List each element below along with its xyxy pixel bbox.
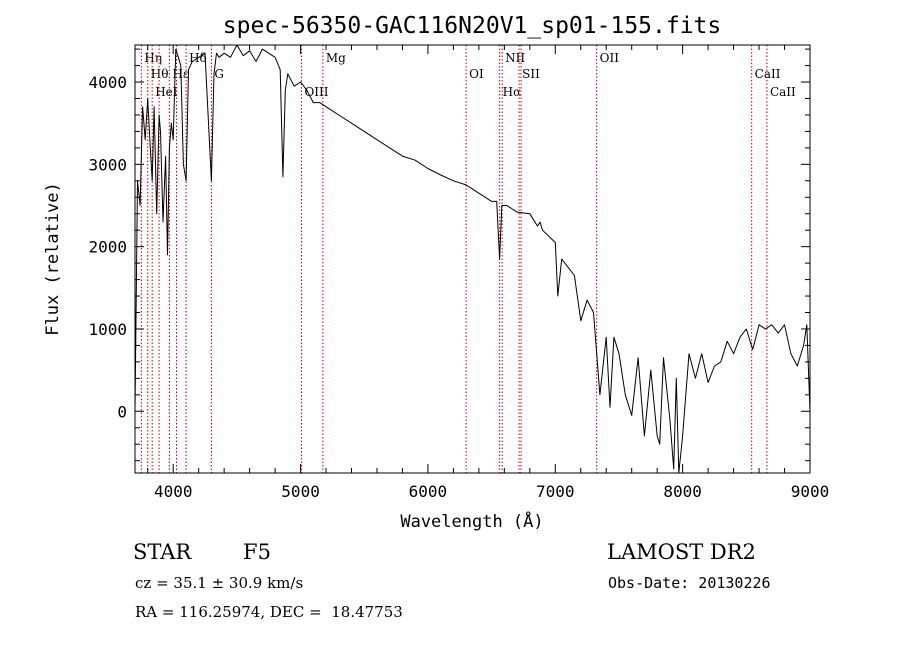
survey-name: LAMOST DR2 <box>607 540 756 564</box>
flux-line <box>134 44 811 474</box>
line-label: OII <box>600 51 620 65</box>
x-tick-label: 4000 <box>154 482 193 501</box>
x-tick-label: 6000 <box>409 482 448 501</box>
x-axis: 4000 5000 6000 7000 8000 9000 <box>147 45 830 501</box>
x-tick-label: 7000 <box>536 482 575 501</box>
line-label: Hθ <box>151 67 169 81</box>
chart-title: spec-56350-GAC116N20V1_sp01-155.fits <box>223 13 722 39</box>
object-subclass: F5 <box>243 540 271 564</box>
x-tick-label: 8000 <box>663 482 702 501</box>
x-tick-label: 9000 <box>791 482 830 501</box>
observation-date: Obs-Date: 20130226 <box>608 574 771 592</box>
line-label: CaII <box>770 85 796 99</box>
y-tick-label: 0 <box>117 402 127 421</box>
y-tick-label: 3000 <box>88 155 127 174</box>
line-label: Hα <box>503 85 522 99</box>
line-label: OI <box>469 67 484 81</box>
line-label: G <box>214 67 224 81</box>
redshift-velocity: cz = 35.1 ± 30.9 km/s <box>135 574 304 592</box>
line-label: HeI <box>155 85 178 99</box>
line-label: NII <box>505 51 525 65</box>
line-label: SII <box>522 67 540 81</box>
line-label: Mg <box>326 51 346 65</box>
y-tick-label: 1000 <box>88 320 127 339</box>
object-class: STAR <box>133 540 192 564</box>
y-tick-label: 4000 <box>88 73 127 92</box>
y-axis-label: Flux (relative) <box>43 182 63 336</box>
coordinates: RA = 116.25974, DEC = 18.47753 <box>135 603 403 621</box>
y-axis: 0 1000 2000 3000 4000 <box>88 48 810 462</box>
flux-series <box>134 44 811 474</box>
line-label: Hη <box>144 51 162 65</box>
y-tick-label: 2000 <box>88 238 127 257</box>
line-label: CaII <box>755 67 781 81</box>
x-axis-label: Wavelength (Å) <box>400 510 543 532</box>
plot-frame <box>134 44 811 474</box>
x-tick-label: 5000 <box>281 482 320 501</box>
